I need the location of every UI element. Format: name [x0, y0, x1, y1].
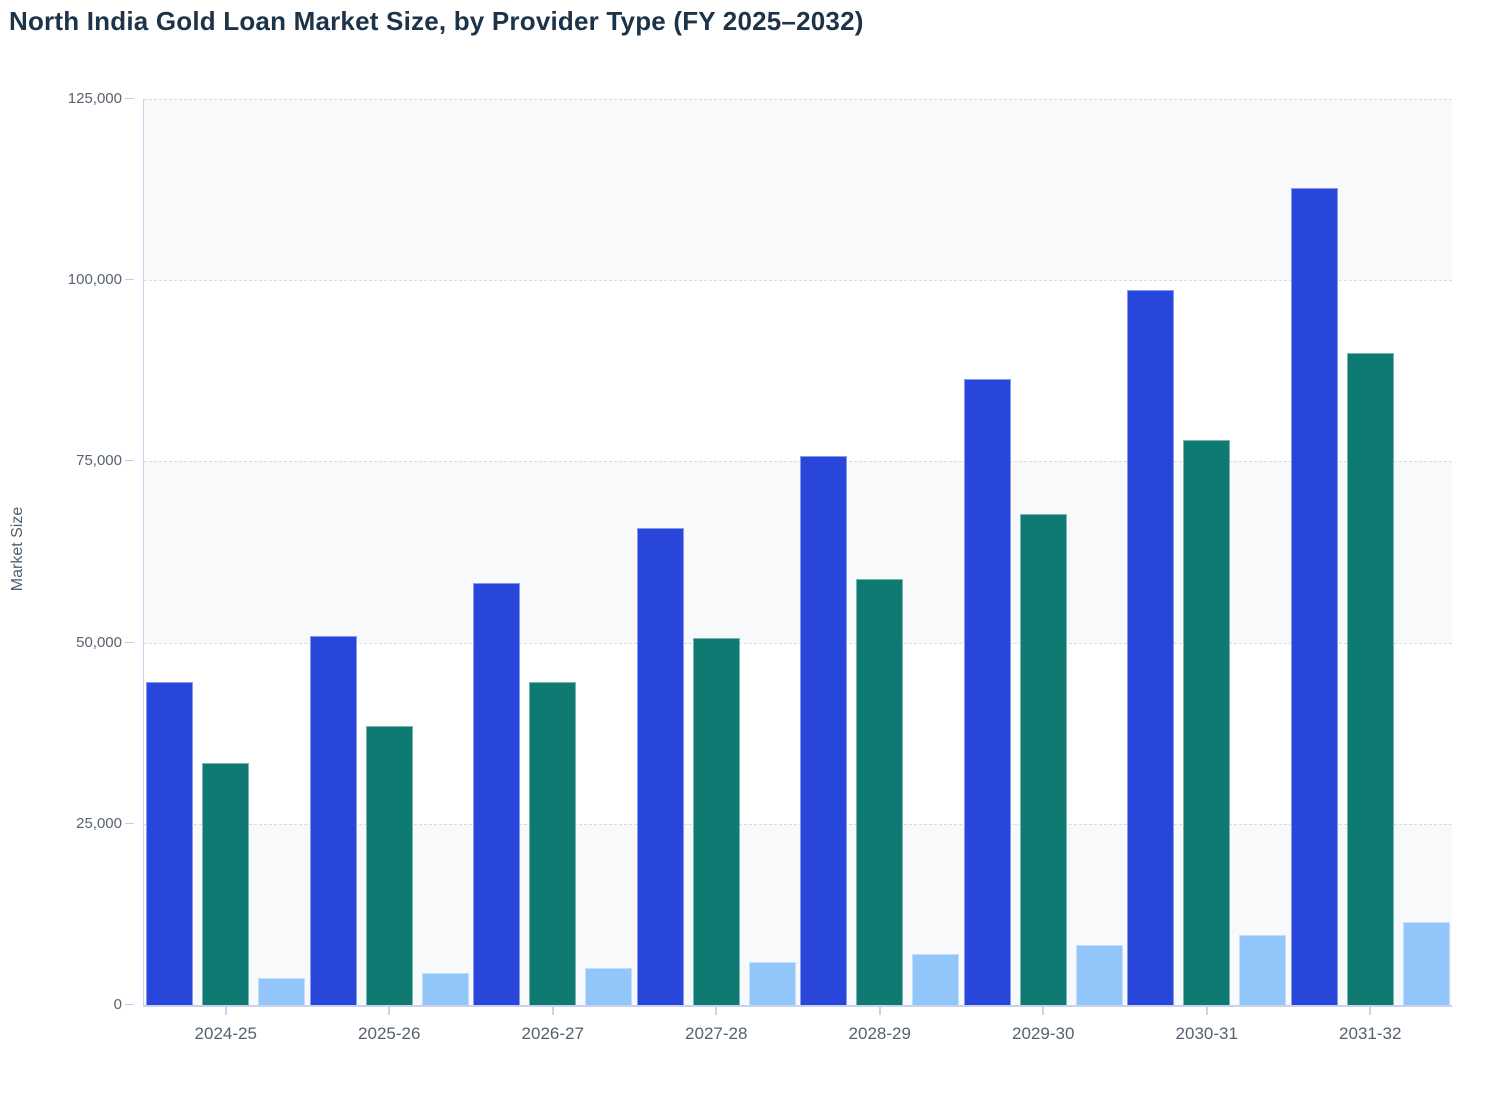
x-axis-tick-label: 2028-29	[848, 1024, 911, 1043]
bar-series-light-blue-2030-31[interactable]	[1239, 934, 1287, 1005]
bar-series-blue-2031-32[interactable]	[1290, 188, 1338, 1005]
bar-group-2031-32	[1289, 99, 1453, 1005]
y-axis-title: Market Size	[9, 506, 26, 592]
bar-series-light-blue-2028-29[interactable]	[912, 953, 960, 1005]
x-axis-tick-label: 2029-30	[1012, 1024, 1075, 1043]
x-axis-tick	[878, 1007, 881, 1015]
y-axis-tick	[125, 1004, 134, 1005]
y-axis-tick-label: 125,000	[67, 90, 122, 107]
bar-series-light-blue-2029-30[interactable]	[1075, 944, 1123, 1005]
gridline	[144, 280, 1452, 282]
bar-series-teal-2024-25[interactable]	[202, 762, 250, 1005]
bar-series-blue-2024-25[interactable]	[146, 682, 194, 1005]
x-axis-tick-label: 2024-25	[194, 1024, 257, 1043]
plot-band	[144, 280, 1452, 462]
bar-series-light-blue-2025-26[interactable]	[421, 973, 469, 1005]
bar-series-teal-2027-28[interactable]	[692, 637, 740, 1005]
bar-series-teal-2029-30[interactable]	[1019, 513, 1067, 1005]
x-axis-tick	[551, 1007, 554, 1015]
bar-series-blue-2025-26[interactable]	[309, 636, 357, 1005]
bar-series-teal-2028-29[interactable]	[856, 578, 904, 1005]
x-axis-tick-label: 2026-27	[521, 1024, 584, 1043]
y-axis-tick	[125, 279, 134, 281]
y-axis-tick-label: 50,000	[76, 633, 122, 651]
plot-area	[143, 99, 1453, 1007]
gridline	[144, 461, 1452, 463]
bar-series-blue-2030-31[interactable]	[1127, 289, 1175, 1005]
x-axis-tick	[224, 1007, 227, 1015]
plot-band	[144, 642, 1452, 824]
x-axis-tick-label: 2025-26	[358, 1024, 421, 1043]
gridline	[144, 642, 1452, 644]
y-axis-tick	[125, 98, 134, 99]
chart-title: North India Gold Loan Market Size, by Pr…	[9, 6, 864, 36]
bar-group-2029-30	[962, 99, 1126, 1005]
bar-series-blue-2027-28[interactable]	[636, 528, 684, 1005]
bar-series-light-blue-2024-25[interactable]	[258, 978, 306, 1005]
x-axis-line	[143, 1005, 1452, 1007]
bar-group-2025-26	[308, 99, 472, 1005]
bar-series-blue-2026-27[interactable]	[473, 583, 521, 1005]
y-axis-tick-label: 25,000	[76, 814, 122, 832]
gridline	[144, 99, 1452, 100]
x-axis-tick-label: 2027-28	[685, 1024, 748, 1043]
gridline	[144, 823, 1452, 825]
bar-series-light-blue-2031-32[interactable]	[1402, 922, 1450, 1005]
bar-group-2027-28	[635, 99, 799, 1005]
y-axis-tick-label: 0	[113, 996, 122, 1013]
bar-series-blue-2029-30[interactable]	[963, 378, 1011, 1005]
x-axis-tick	[1042, 1007, 1045, 1015]
x-axis-tick-label: 2031-32	[1339, 1024, 1402, 1043]
bar-group-2028-29	[798, 99, 962, 1005]
plot-band	[144, 461, 1452, 643]
bar-series-teal-2026-27[interactable]	[529, 682, 577, 1005]
bar-series-light-blue-2027-28[interactable]	[748, 961, 796, 1005]
y-axis-tick-label: 100,000	[67, 271, 122, 289]
plot-band	[144, 99, 1452, 281]
bar-group-2026-27	[471, 99, 635, 1005]
bar-group-2024-25	[144, 99, 308, 1005]
bar-series-teal-2031-32[interactable]	[1346, 353, 1394, 1005]
bar-series-light-blue-2026-27[interactable]	[585, 968, 633, 1005]
y-axis-tick	[125, 822, 134, 824]
y-axis-line	[143, 99, 144, 1006]
bar-series-teal-2025-26[interactable]	[365, 725, 413, 1005]
y-axis-tick	[125, 460, 134, 462]
bar-group-2030-31	[1125, 99, 1289, 1005]
x-axis-tick	[388, 1007, 391, 1015]
bar-series-blue-2028-29[interactable]	[800, 455, 848, 1005]
y-axis-tick	[125, 641, 134, 643]
bar-series-teal-2030-31[interactable]	[1183, 439, 1231, 1005]
y-axis-tick-label: 75,000	[76, 452, 122, 470]
x-axis-tick	[1205, 1007, 1208, 1015]
plot-band	[144, 823, 1452, 1005]
x-axis-tick	[1369, 1007, 1372, 1015]
x-axis-tick	[715, 1007, 718, 1015]
x-axis-tick-label: 2030-31	[1175, 1024, 1238, 1043]
